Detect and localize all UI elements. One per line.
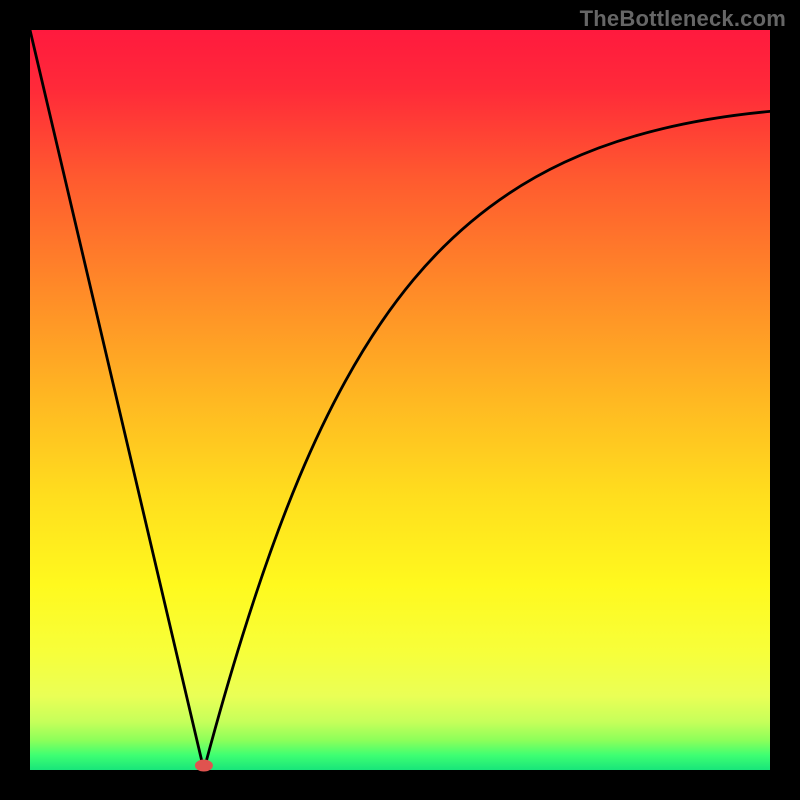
vertex-marker — [195, 760, 213, 772]
watermark-text: TheBottleneck.com — [580, 6, 786, 32]
bottleneck-chart — [0, 0, 800, 800]
chart-stage: TheBottleneck.com — [0, 0, 800, 800]
